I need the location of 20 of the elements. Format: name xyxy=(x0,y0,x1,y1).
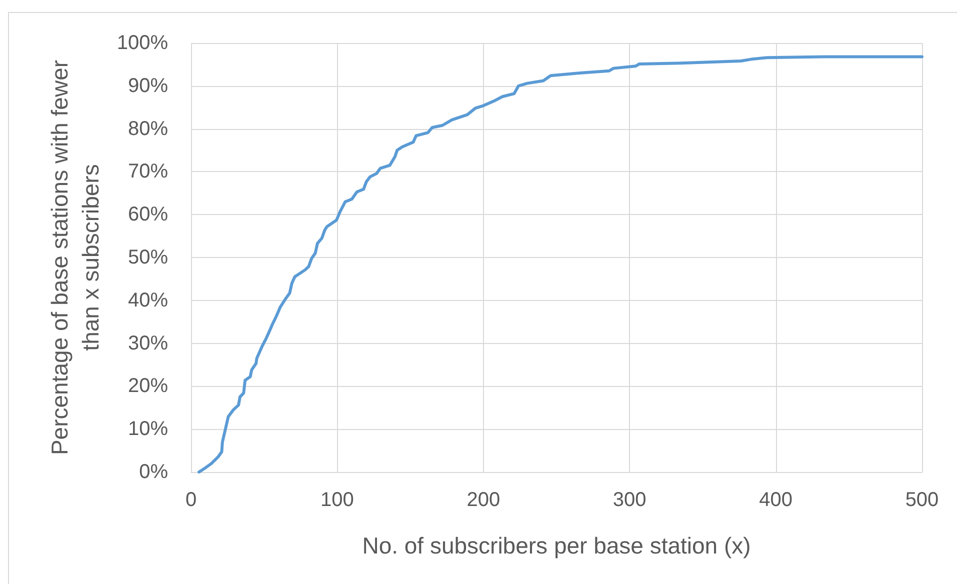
x-tick-label: 0 xyxy=(185,489,197,511)
line-series xyxy=(198,55,924,474)
y-tick-label: 40% xyxy=(128,289,168,312)
y-tick-label: 80% xyxy=(128,118,168,140)
y-tick-label: 10% xyxy=(128,418,168,440)
y-tick-label: 100% xyxy=(116,32,168,54)
y-axis-title: Percentage of base stations with fewer than x subscribers xyxy=(46,60,104,456)
y-tick-label: 70% xyxy=(128,160,168,183)
y-tick-label: 0% xyxy=(139,461,168,483)
x-axis-title: No. of subscribers per base station (x) xyxy=(362,532,751,558)
x-tick-label: 100 xyxy=(320,489,354,511)
x-tick-label: 300 xyxy=(612,489,646,511)
y-tick-label: 60% xyxy=(128,204,168,226)
y-tick-label: 30% xyxy=(128,332,168,354)
y-tick-label: 90% xyxy=(128,74,168,97)
y-tick-label: 20% xyxy=(128,375,168,398)
x-tick-label: 200 xyxy=(466,489,500,511)
y-tick-label: 50% xyxy=(128,246,168,268)
x-tick-label: 400 xyxy=(759,489,792,511)
x-tick-label: 500 xyxy=(905,489,939,511)
